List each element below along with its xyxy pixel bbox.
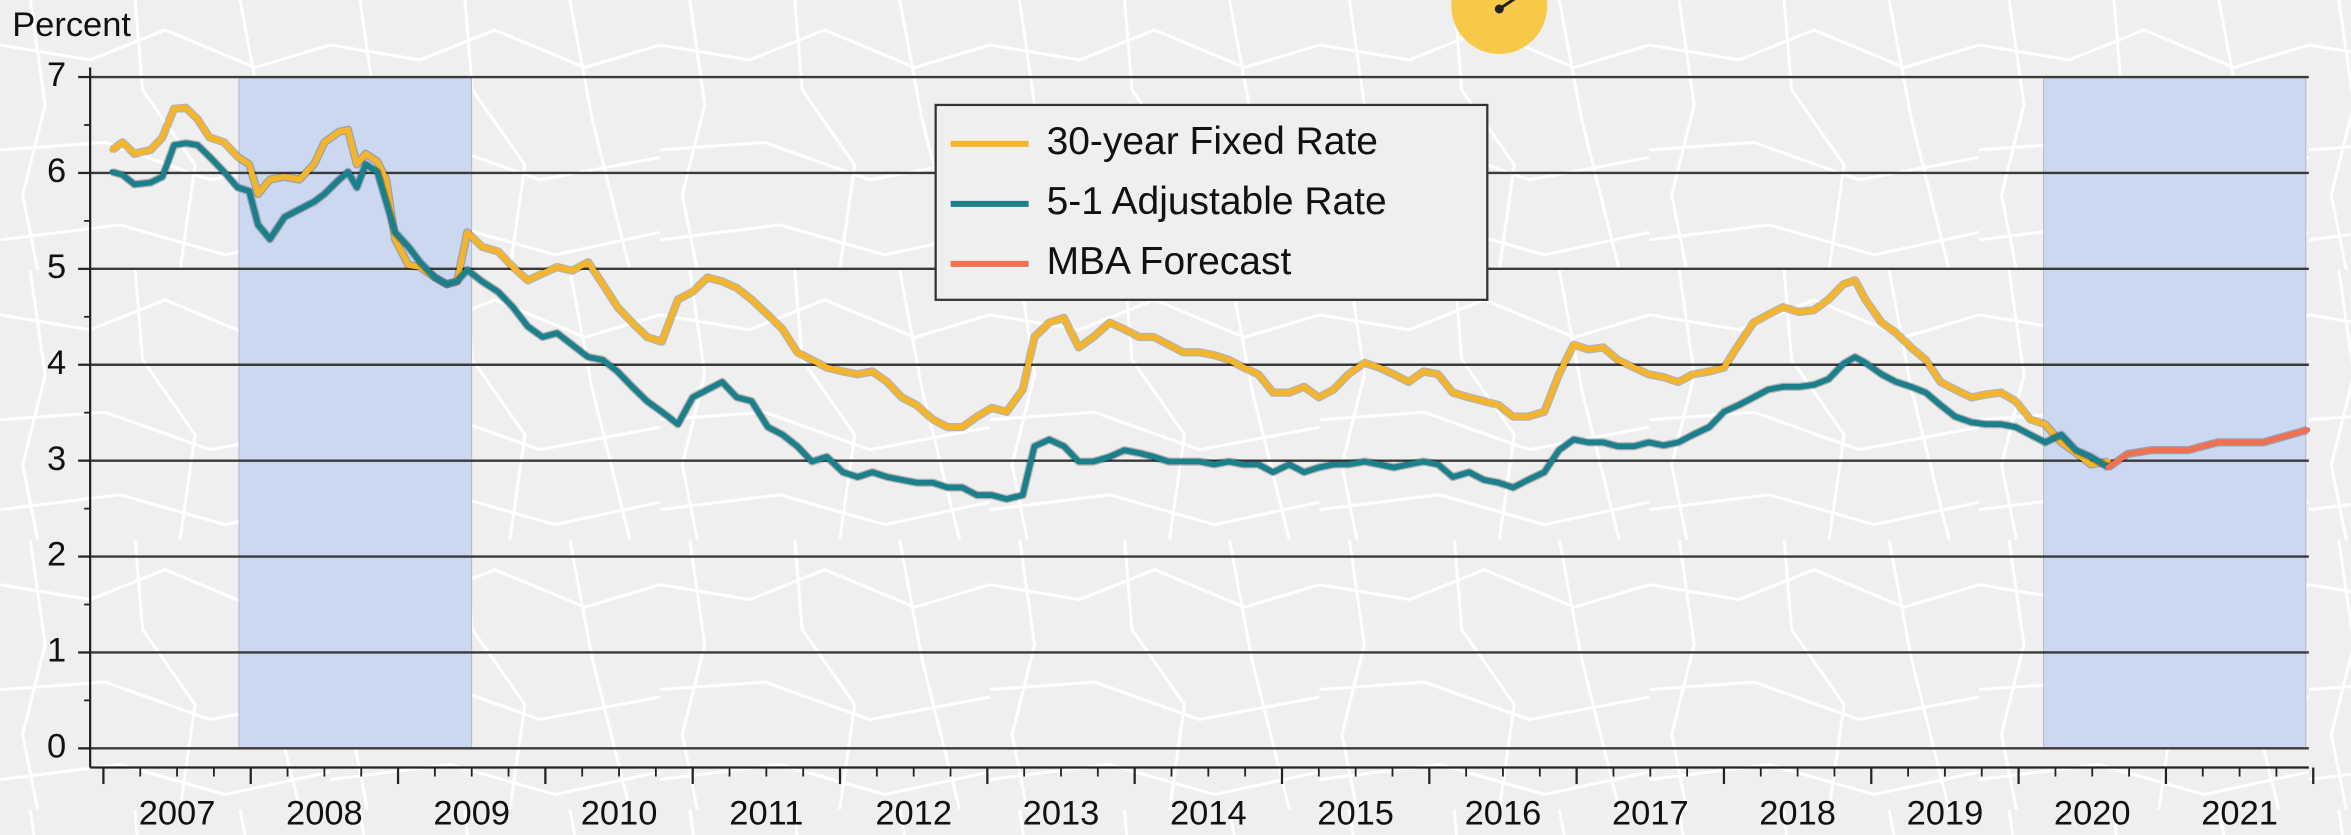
y-tick-label: 2 (47, 536, 66, 574)
y-tick-label: 1 (47, 632, 66, 670)
x-tick-label: 2007 (139, 795, 216, 833)
help-icon[interactable] (1451, 0, 1548, 54)
x-tick-label: 2009 (433, 795, 510, 833)
y-tick-label: 4 (47, 344, 66, 382)
x-tick-label: 2014 (1170, 795, 1247, 833)
x-tick-label: 2019 (1907, 795, 1984, 833)
x-tick-label: 2017 (1612, 795, 1689, 833)
y-tick-label: 6 (47, 152, 66, 190)
x-tick-label: 2010 (581, 795, 658, 833)
x-tick-label: 2020 (2054, 795, 2131, 833)
y-axis-label: Percent (12, 6, 131, 44)
x-tick-label: 2011 (729, 795, 803, 833)
x-tick-label: 2016 (1465, 795, 1542, 833)
legend-label: 30-year Fixed Rate (1047, 120, 1378, 163)
y-tick-label: 0 (47, 727, 66, 765)
legend-label: MBA Forecast (1047, 240, 1292, 283)
x-tick-label: 2008 (286, 795, 363, 833)
plot-area: 0 1 2 3 4 5 6 7 2007 2008 2009 2010 2011 2012 2013 2014… (47, 56, 2315, 833)
y-tick-label: 5 (47, 248, 66, 286)
recession-shade (2043, 76, 2307, 749)
series-line (109, 104, 2112, 468)
series-line (109, 140, 2112, 502)
x-tick-label: 2013 (1023, 795, 1100, 833)
x-tick-label: 2021 (2201, 795, 2278, 833)
x-tick-label: 2012 (875, 795, 952, 833)
y-tick-label: 3 (47, 440, 66, 478)
series-line (2105, 427, 2311, 471)
y-tick-label: 7 (47, 56, 66, 94)
x-tick-label: 2018 (1759, 795, 1836, 833)
legend-label: 5-1 Adjustable Rate (1047, 180, 1387, 223)
x-tick-label: 2015 (1317, 795, 1394, 833)
